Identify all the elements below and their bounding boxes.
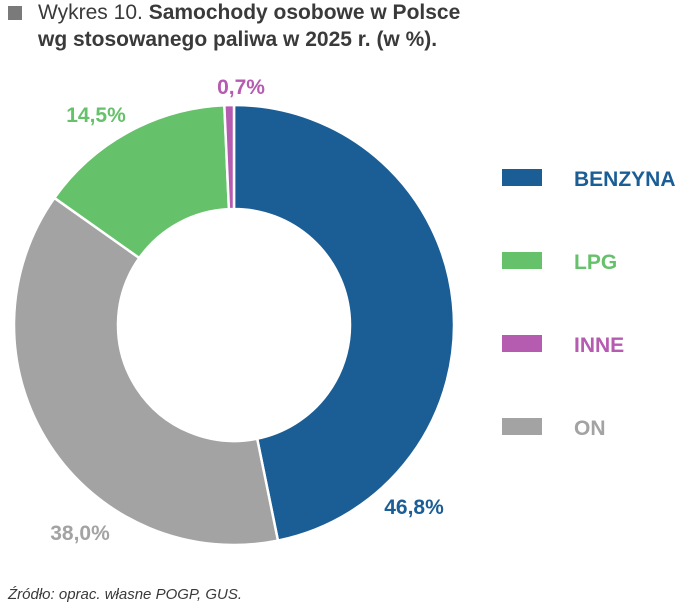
slice-label-on: 38,0% [50,522,110,545]
legend: BENZYNA LPG INNE ON [502,168,676,440]
title-line-1: Wykres 10. Samochody osobowe w Polsce [38,0,460,26]
title-marker-icon [8,6,22,20]
legend-label-lpg: LPG [574,251,617,274]
slice-label-lpg: 14,5% [66,104,126,127]
title-prefix: Wykres 10. [38,1,143,24]
title-main-line-2: wg stosowanego paliwa w 2025 r. (w %). [38,28,438,51]
slice-inne [223,103,236,211]
legend-label-on: ON [574,417,606,440]
slice-label-inne: 0,7% [217,76,265,99]
title-main-line-1: Samochody osobowe w Polsce [148,1,461,24]
slice-on [12,196,280,547]
legend-label-benzyna: BENZYNA [574,168,676,191]
legend-swatch-inne [502,335,542,352]
slice-label-benzyna: 46,8% [384,496,444,519]
source-note: Źródło: oprac. własne POGP, GUS. [8,586,242,603]
slice-labels: 46,8% 38,0% 14,5% 0,7% [50,76,444,545]
slice-lpg [52,103,231,260]
legend-swatch-on [502,418,542,435]
legend-label-inne: INNE [574,334,624,357]
slice-benzyna [232,103,456,543]
donut-slices [12,103,456,547]
legend-swatch-benzyna [502,169,542,186]
legend-swatch-lpg [502,252,542,269]
